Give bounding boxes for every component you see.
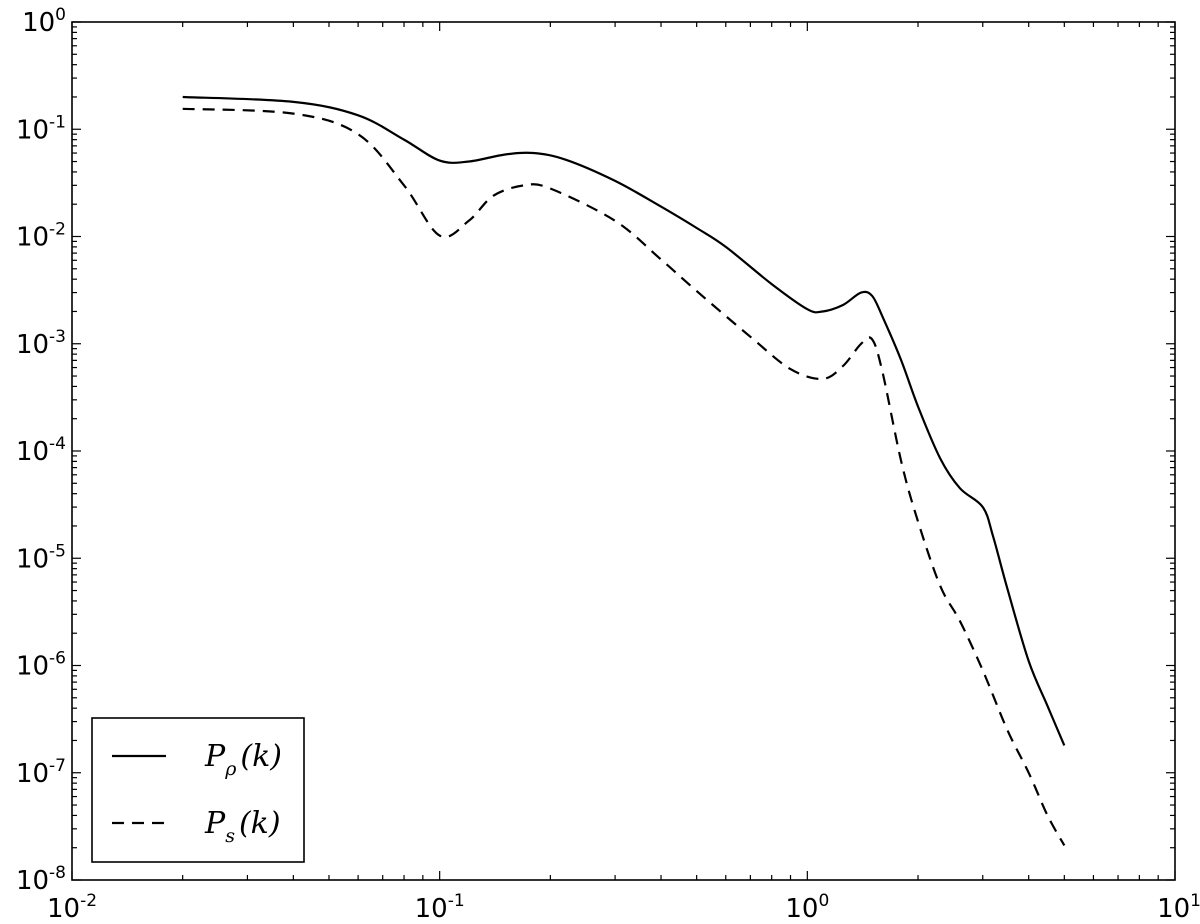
legend-label-arg: (k): [239, 806, 281, 841]
legend-label-p-rho: Pρ (k): [204, 739, 282, 780]
y-tick-label: 10-3: [16, 327, 66, 360]
axis-tick-labels: 10-2 10-1 100 101 100 10-1 10-2 10-3 10-4 10-5 10-…: [16, 5, 1200, 924]
x-tick-label: 10-1: [415, 891, 465, 924]
legend-label-main: P: [204, 739, 226, 774]
y-tick-label: 10-2: [16, 220, 66, 253]
axis-ticks: [71, 21, 1176, 881]
legend-box: [91, 717, 305, 863]
y-tick-label: 100: [22, 5, 66, 38]
legend-label-arg: (k): [240, 739, 282, 774]
y-tick-label: 10-1: [16, 112, 66, 145]
legend-label-sub: s: [225, 825, 235, 847]
series-line-p-rho: [182, 95, 1066, 746]
y-tick-label: 10-6: [16, 649, 66, 682]
legend-label-sub: ρ: [224, 758, 237, 780]
x-tick-label: 100: [785, 891, 829, 924]
y-tick-label: 10-4: [16, 434, 66, 467]
y-tick-label: 10-8: [16, 863, 66, 896]
series-lines: [182, 95, 1066, 846]
x-tick-label: 101: [1157, 891, 1200, 924]
legend: Pρ (k) Ps (k): [91, 717, 305, 863]
y-tick-label: 10-7: [16, 756, 66, 789]
series-line-p-s: [182, 107, 1066, 846]
y-tick-label: 10-5: [16, 541, 66, 574]
legend-label-p-s: Ps (k): [204, 806, 281, 847]
legend-label-main: P: [204, 806, 226, 841]
x-tick-label: 10-2: [47, 891, 97, 924]
